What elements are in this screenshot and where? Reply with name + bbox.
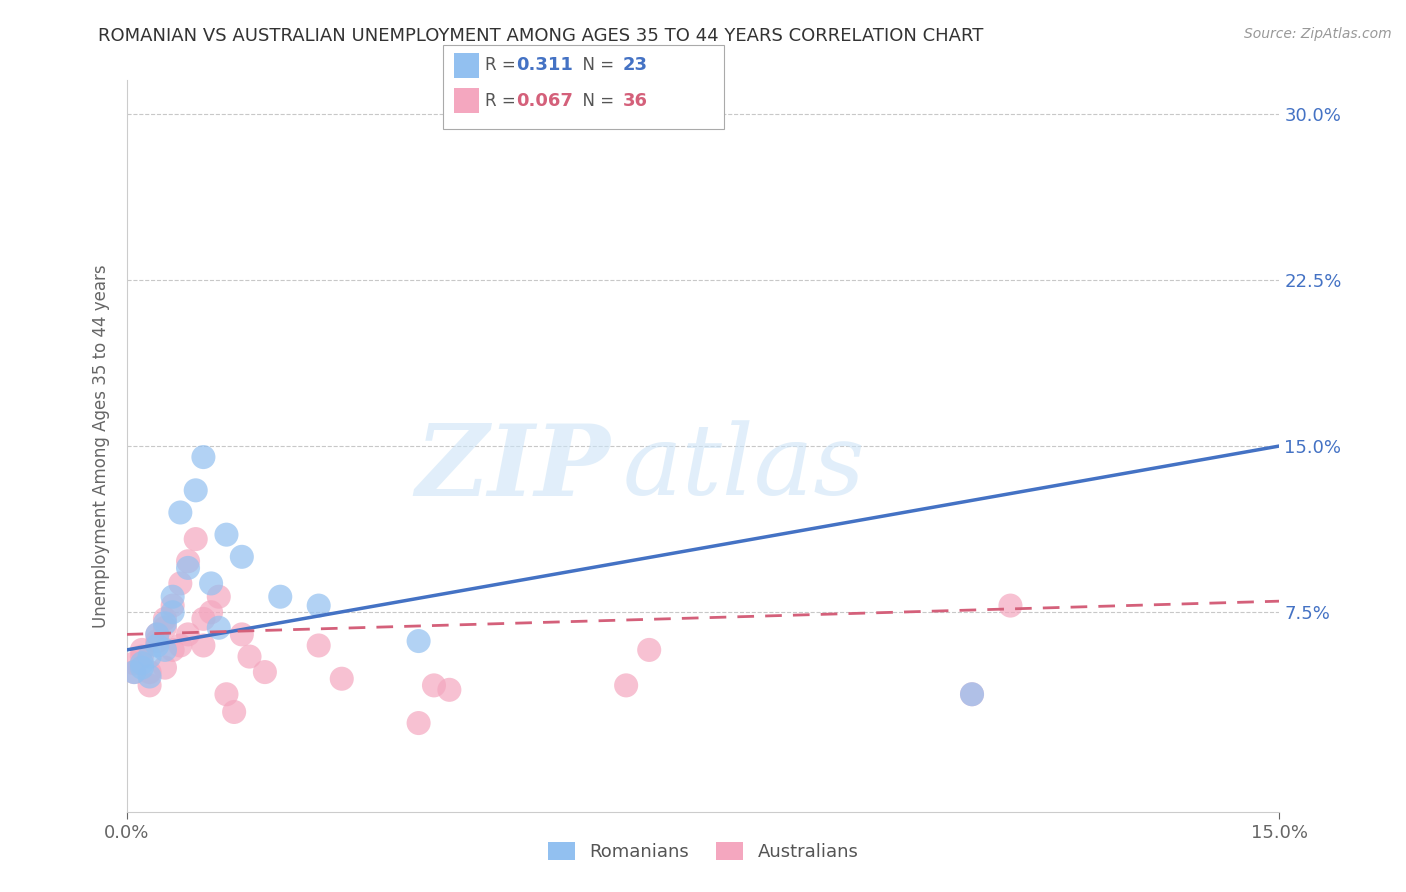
Point bbox=[122, 665, 145, 679]
Point bbox=[131, 643, 153, 657]
Point bbox=[146, 634, 169, 648]
Point bbox=[122, 657, 145, 671]
Y-axis label: Unemployment Among Ages 35 to 44 years: Unemployment Among Ages 35 to 44 years bbox=[91, 264, 110, 628]
Legend: Romanians, Australians: Romanians, Australians bbox=[540, 835, 866, 869]
Point bbox=[215, 527, 238, 541]
Point bbox=[177, 554, 200, 568]
Point bbox=[193, 639, 215, 653]
Text: 0.067: 0.067 bbox=[516, 92, 572, 110]
Point bbox=[153, 660, 176, 674]
Point bbox=[253, 665, 276, 679]
Point bbox=[200, 605, 222, 619]
Point bbox=[184, 483, 207, 498]
Point bbox=[193, 612, 215, 626]
Text: N =: N = bbox=[572, 92, 620, 110]
Point bbox=[131, 657, 153, 671]
Point bbox=[231, 627, 253, 641]
Point bbox=[169, 639, 191, 653]
Point bbox=[153, 616, 176, 631]
Point bbox=[308, 599, 330, 613]
Point bbox=[215, 687, 238, 701]
Point bbox=[408, 634, 430, 648]
Point bbox=[208, 590, 231, 604]
Point bbox=[138, 678, 160, 692]
Point bbox=[146, 639, 169, 653]
Text: R =: R = bbox=[485, 92, 522, 110]
Point bbox=[638, 643, 661, 657]
Point bbox=[423, 678, 446, 692]
Point bbox=[330, 672, 353, 686]
Point bbox=[200, 576, 222, 591]
Point bbox=[184, 532, 207, 546]
Text: 23: 23 bbox=[623, 56, 648, 74]
Point bbox=[208, 621, 231, 635]
Point bbox=[1000, 599, 1022, 613]
Point bbox=[153, 621, 176, 635]
Point bbox=[153, 643, 176, 657]
Text: N =: N = bbox=[572, 56, 620, 74]
Point bbox=[308, 639, 330, 653]
Point bbox=[238, 649, 260, 664]
Point bbox=[169, 506, 191, 520]
Point bbox=[960, 687, 983, 701]
Point bbox=[162, 605, 184, 619]
Point bbox=[138, 665, 160, 679]
Point bbox=[408, 716, 430, 731]
Point bbox=[224, 705, 246, 719]
Point bbox=[138, 669, 160, 683]
Point bbox=[131, 649, 153, 664]
Text: Source: ZipAtlas.com: Source: ZipAtlas.com bbox=[1244, 27, 1392, 41]
Point bbox=[138, 649, 160, 664]
Text: 36: 36 bbox=[623, 92, 648, 110]
Text: 0.311: 0.311 bbox=[516, 56, 572, 74]
Text: atlas: atlas bbox=[623, 420, 865, 516]
Point bbox=[162, 599, 184, 613]
Point bbox=[231, 549, 253, 564]
Point bbox=[162, 643, 184, 657]
Point bbox=[193, 450, 215, 464]
Point bbox=[614, 678, 637, 692]
Text: ZIP: ZIP bbox=[416, 420, 610, 516]
Point bbox=[269, 590, 291, 604]
Point bbox=[131, 660, 153, 674]
Text: R =: R = bbox=[485, 56, 522, 74]
Point bbox=[960, 687, 983, 701]
Point bbox=[177, 561, 200, 575]
Point bbox=[439, 682, 461, 697]
Point bbox=[162, 590, 184, 604]
Point bbox=[169, 576, 191, 591]
Point bbox=[153, 612, 176, 626]
Text: ROMANIAN VS AUSTRALIAN UNEMPLOYMENT AMONG AGES 35 TO 44 YEARS CORRELATION CHART: ROMANIAN VS AUSTRALIAN UNEMPLOYMENT AMON… bbox=[98, 27, 984, 45]
Point bbox=[122, 665, 145, 679]
Point bbox=[146, 627, 169, 641]
Point bbox=[146, 627, 169, 641]
Point bbox=[177, 627, 200, 641]
